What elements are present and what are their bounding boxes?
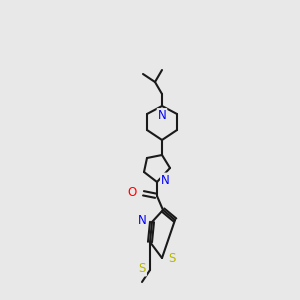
Text: S: S	[139, 262, 146, 275]
Text: N: N	[161, 173, 170, 187]
Text: N: N	[138, 214, 147, 227]
Text: N: N	[158, 109, 166, 122]
Text: S: S	[168, 251, 176, 265]
Text: O: O	[128, 187, 137, 200]
